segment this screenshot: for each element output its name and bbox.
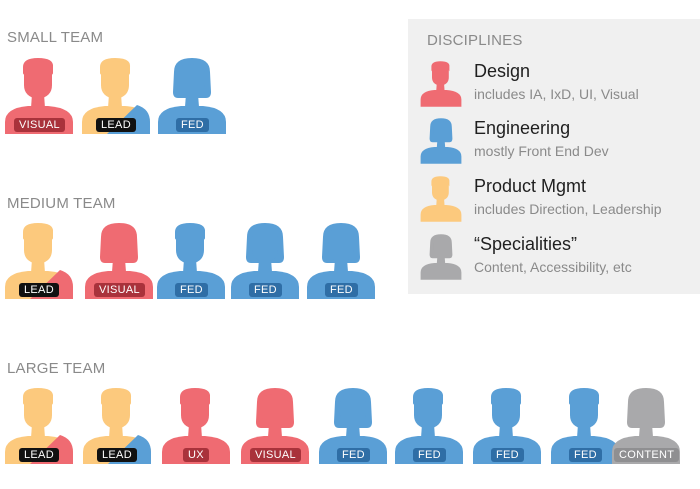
- legend-item-description: includes IA, IxD, UI, Visual: [474, 86, 639, 102]
- person-female-icon: [420, 118, 462, 164]
- team-member: LEAD: [4, 388, 74, 464]
- legend-item-name: Product Mgmt: [474, 176, 587, 196]
- team-member: CONTENT: [611, 388, 681, 464]
- person-male-icon: [473, 388, 541, 464]
- team-member: FED: [318, 388, 388, 464]
- disciplines-legend: DISCIPLINES Design includes IA, IxD, UI, …: [408, 19, 700, 294]
- role-badge: VISUAL: [94, 283, 145, 297]
- legend-item: Engineering mostly Front End Dev: [420, 118, 695, 168]
- legend-item-name: Engineering: [474, 118, 571, 138]
- role-badge: FED: [491, 448, 524, 462]
- person-female-icon: [158, 58, 226, 134]
- team-member: FED: [472, 388, 542, 464]
- legend-item-name: “Specialities”: [474, 234, 578, 254]
- team-member: FED: [394, 388, 464, 464]
- small-team-title: SMALL TEAM: [7, 29, 104, 46]
- legend-item: Product Mgmt includes Direction, Leadersh…: [420, 176, 695, 226]
- legend-item-description: includes Direction, Leadership: [474, 201, 662, 217]
- legend-item-description: mostly Front End Dev: [474, 143, 609, 159]
- team-member: FED: [306, 223, 376, 299]
- role-badge: CONTENT: [614, 448, 680, 462]
- medium-team-title: MEDIUM TEAM: [7, 195, 116, 212]
- role-badge: VISUAL: [250, 448, 301, 462]
- team-member: UX: [161, 388, 231, 464]
- legend-item: Design includes IA, IxD, UI, Visual: [420, 61, 695, 111]
- role-badge: VISUAL: [14, 118, 65, 132]
- role-badge: FED: [176, 118, 209, 132]
- team-member: FED: [550, 388, 620, 464]
- large-team-title: LARGE TEAM: [7, 360, 106, 377]
- person-male-icon: [420, 176, 462, 222]
- person-female-icon: [420, 234, 462, 280]
- legend-title: DISCIPLINES: [427, 32, 523, 49]
- role-badge: FED: [175, 283, 208, 297]
- role-badge: LEAD: [96, 118, 136, 132]
- legend-item-name: Design: [474, 61, 531, 81]
- person-male-icon: [157, 223, 225, 299]
- person-male-icon: [395, 388, 463, 464]
- team-member: FED: [230, 223, 300, 299]
- team-member: VISUAL: [4, 58, 74, 134]
- legend-item-description: Content, Accessibility, etc: [474, 259, 632, 275]
- role-badge: FED: [325, 283, 358, 297]
- legend-item: “Specialities” Content, Accessibility, et…: [420, 234, 695, 284]
- role-badge: LEAD: [19, 448, 59, 462]
- role-badge: UX: [183, 448, 209, 462]
- team-member: LEAD: [81, 58, 151, 134]
- role-badge: FED: [413, 448, 446, 462]
- role-badge: FED: [249, 283, 282, 297]
- team-member: LEAD: [4, 223, 74, 299]
- role-badge: FED: [337, 448, 370, 462]
- role-badge: LEAD: [97, 448, 137, 462]
- team-member: LEAD: [82, 388, 152, 464]
- team-member: FED: [157, 58, 227, 134]
- role-badge: FED: [569, 448, 602, 462]
- person-male-icon: [420, 61, 462, 107]
- team-member: FED: [156, 223, 226, 299]
- team-member: VISUAL: [240, 388, 310, 464]
- role-badge: LEAD: [19, 283, 59, 297]
- team-member: VISUAL: [84, 223, 154, 299]
